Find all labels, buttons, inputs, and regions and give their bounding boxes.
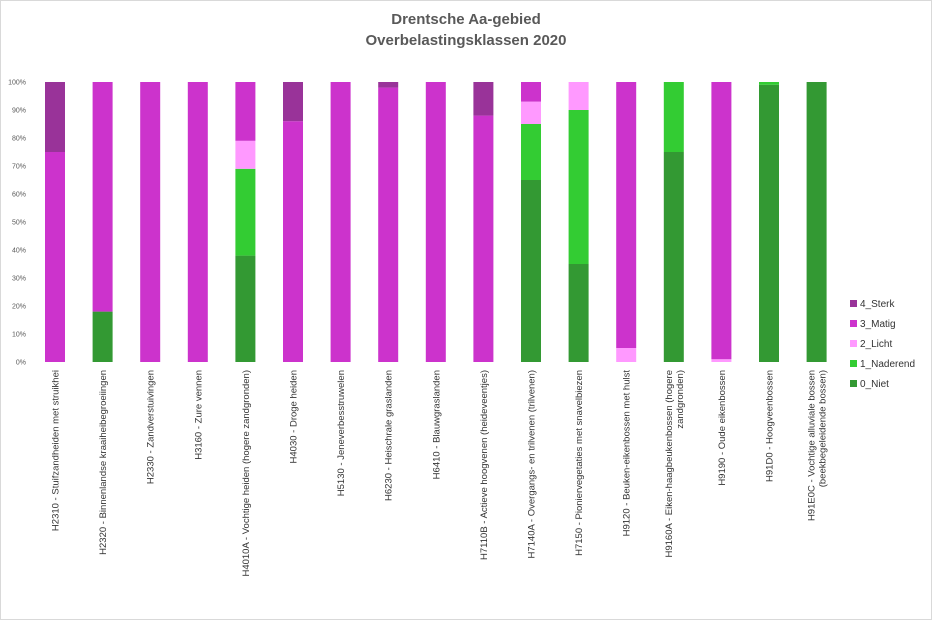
legend-item: 3_Matig (850, 319, 896, 330)
bar-segment-0-niet (663, 152, 684, 362)
bar-series (45, 82, 827, 363)
y-tick-label: 60% (12, 192, 26, 199)
bar-segment-3-matig (283, 121, 303, 362)
x-category-label: (beekbegeleidende bossen) (818, 370, 829, 487)
bar-segment-1-naderend (663, 82, 684, 152)
legend-swatch (850, 300, 857, 307)
x-category-label: H2320 - Binnenlandse kraaiheibegroeiinge… (98, 370, 109, 555)
x-category-label: zandgronden) (675, 370, 686, 429)
legend-label: 0_Niet (860, 379, 889, 390)
x-category-label: H4030 - Droge heiden (289, 370, 300, 463)
bar-segment-2-licht (711, 359, 732, 362)
y-tick-label: 100% (8, 80, 26, 87)
bar-segment-1-naderend (235, 168, 256, 256)
bar-segment-0-niet (568, 264, 589, 362)
y-tick-label: 0% (16, 360, 26, 367)
bar-segment-3-matig (521, 82, 541, 102)
y-tick-label: 30% (12, 276, 26, 283)
bar-segment-2-licht (521, 101, 541, 124)
legend-label: 2_Licht (860, 339, 892, 350)
bar-segment-3-matig (45, 152, 65, 362)
x-category-label: H9120 - Beuken-eikenbossen met hulst (622, 370, 633, 537)
y-tick-label: 90% (12, 108, 26, 115)
bar-segment-3-matig (92, 82, 113, 312)
x-category-label: H2330 - Zandverstuivingen (146, 370, 157, 484)
x-axis-labels: H2310 - Stuifzandheiden met struikhei H23… (51, 370, 829, 577)
legend-item: 2_Licht (850, 339, 892, 350)
x-category-label: H91D0 - Hoogveenbossen (765, 370, 776, 482)
bar-segment-1-naderend (759, 82, 779, 85)
bar-segment-3-matig (711, 82, 732, 360)
legend-swatch (850, 340, 857, 347)
chart-title: Drentsche Aa-gebied Overbelastingsklasse… (0, 9, 932, 51)
x-category-label: H2310 - Stuifzandheiden met struikhei (51, 370, 62, 531)
bar-segment-3-matig (330, 82, 351, 362)
bar-segment-4-sterk (378, 82, 399, 88)
x-category-label: H5130 - Jeneverbesstruwelen (336, 370, 347, 496)
x-category-label: H7140A - Overgangs- en trilvenen (trilve… (527, 370, 538, 559)
y-tick-label: 20% (12, 304, 26, 311)
bar-segment-3-matig (425, 82, 446, 362)
legend-swatch (850, 380, 857, 387)
bar-segment-3-matig (235, 82, 256, 141)
bar-segment-4-sterk (473, 82, 494, 116)
legend-item: 1_Naderend (850, 359, 915, 370)
bar-segment-4-sterk (283, 82, 303, 122)
y-tick-label: 10% (12, 332, 26, 339)
bar-segment-0-niet (235, 255, 256, 362)
legend-label: 4_Sterk (860, 299, 895, 310)
y-tick-label: 70% (12, 164, 26, 171)
legend-swatch (850, 360, 857, 367)
bar-segment-2-licht (616, 348, 637, 362)
bar-segment-0-niet (759, 84, 779, 363)
bar-segment-1-naderend (521, 124, 541, 180)
x-category-label: H6410 - Blauwgraslanden (431, 370, 442, 479)
legend-swatch (850, 320, 857, 327)
bar-segment-3-matig (187, 82, 208, 362)
x-category-label: H91E0C - Vochtige alluviale bossen (807, 370, 818, 521)
y-axis: 0% 10% 20% 30% 40% 50% 60% 70% 80% 90% 100% (8, 80, 26, 367)
x-category-label: H3160 - Zure vennen (193, 370, 204, 460)
y-tick-label: 80% (12, 136, 26, 143)
legend-item: 4_Sterk (850, 299, 895, 310)
bar-segment-3-matig (378, 87, 399, 362)
bar-segment-2-licht (235, 140, 256, 169)
x-category-label: H9160A - Eiken-haagbeukenbossen (hogere (664, 370, 675, 558)
bar-segment-3-matig (616, 82, 637, 348)
bar-segment-0-niet (92, 311, 113, 362)
x-category-label: H6230 - Heischrale graslanden (384, 370, 395, 501)
y-tick-label: 40% (12, 248, 26, 255)
y-tick-label: 50% (12, 220, 26, 227)
bar-segment-2-licht (568, 82, 589, 110)
chart-title-line1: Drentsche Aa-gebied (391, 11, 541, 28)
bar-segment-3-matig (140, 82, 161, 362)
bar-segment-0-niet (806, 82, 827, 362)
x-category-label: H9190 - Oude eikenbossen (717, 370, 728, 486)
x-category-label: H4010A - Vochtige heiden (hogere zandgro… (241, 370, 252, 577)
bar-segment-1-naderend (568, 110, 589, 264)
bar-segment-0-niet (521, 180, 541, 362)
legend-label: 3_Matig (860, 319, 896, 330)
bar-segment-3-matig (473, 115, 494, 362)
x-category-label: H7110B - Actieve hoogvenen (heideveentje… (479, 370, 490, 560)
legend-label: 1_Naderend (860, 359, 915, 370)
chart-title-line2: Overbelastingsklassen 2020 (365, 32, 567, 49)
legend: 4_Sterk 3_Matig 2_Licht 1_Naderend 0_Niet (850, 299, 915, 390)
legend-item: 0_Niet (850, 379, 889, 390)
bar-segment-4-sterk (45, 82, 65, 152)
x-category-label: H7150 - Pioniervegetaties met snavelbiez… (574, 370, 585, 556)
